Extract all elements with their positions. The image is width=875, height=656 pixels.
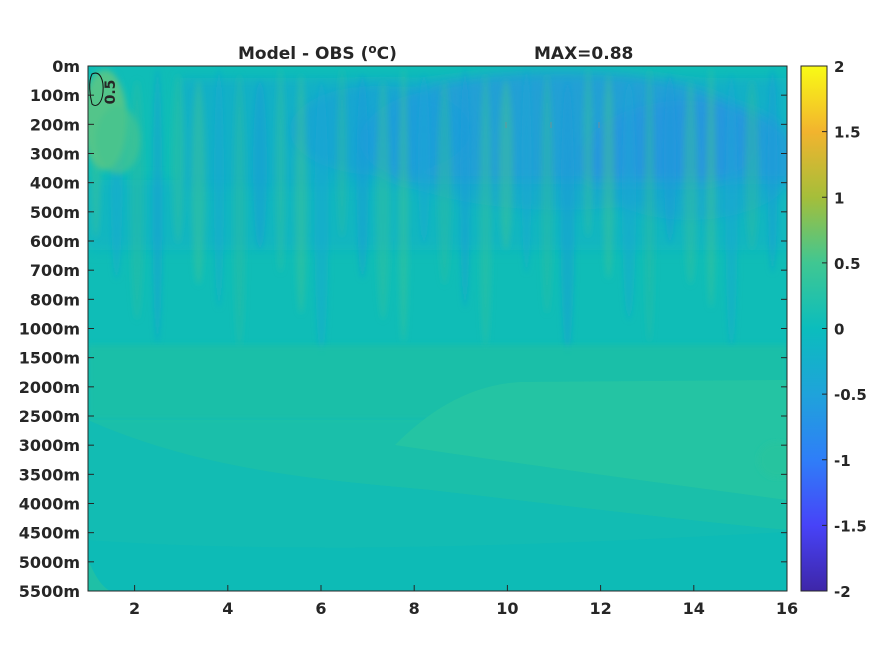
max-label: MAX=0.88: [534, 44, 633, 64]
heatmap-field: 0.5: [88, 66, 787, 591]
wave-stripe: [398, 68, 409, 343]
wave-stripe: [356, 74, 369, 279]
colorbar-tick-label: 2: [834, 58, 844, 76]
wave-stripe: [337, 68, 347, 238]
y-tick-label: 500m: [30, 203, 80, 222]
y-axis: 0m 100m 200m 300m 400m 500m 600m 700m 800m 1000m 1…: [19, 57, 787, 601]
wave-stripe: [253, 80, 267, 250]
colorbar-tick-label: 1: [834, 189, 844, 207]
y-tick-label: 3500m: [19, 465, 80, 484]
y-tick-label: 0m: [52, 57, 80, 76]
wave-stripe: [418, 74, 430, 244]
contour-label: 0.5: [103, 80, 119, 105]
wave-stripe: [706, 68, 716, 308]
wave-stripe: [521, 68, 532, 273]
colorbar: 2 1.5 1 0.5 0 -0.5 -1 -1.5 -2: [800, 58, 867, 601]
y-tick-label: 2500m: [19, 407, 80, 426]
y-tick-label: 4000m: [19, 495, 80, 514]
y-tick-label: 1000m: [19, 320, 80, 339]
colorbar-ticks: 2 1.5 1 0.5 0 -0.5 -1 -1.5 -2: [822, 58, 867, 601]
wave-stripe: [479, 74, 492, 349]
wave-stripe: [152, 68, 163, 343]
vertical-wave-stripes: [91, 68, 778, 355]
colorbar-tick-label: -1: [834, 452, 851, 470]
y-tick-label: 5500m: [19, 582, 80, 601]
wave-stripe: [233, 74, 246, 349]
abyssal-band-region: [88, 420, 787, 591]
wave-stripe: [191, 80, 206, 285]
wave-stripe: [745, 80, 759, 250]
wave-stripe: [644, 68, 655, 343]
wave-stripe: [683, 80, 698, 285]
colorbar-tick-label: 0.5: [834, 255, 861, 273]
wave-stripe: [767, 68, 778, 273]
x-tick-label: 10: [496, 599, 518, 618]
wave-stripe: [602, 74, 615, 279]
x-tick-label: 6: [315, 599, 326, 618]
y-tick-label: 400m: [30, 174, 80, 193]
contour-line-0-5: [89, 72, 104, 106]
wave-stripe: [499, 80, 513, 250]
colorbar-tick-label: 0: [834, 321, 844, 339]
upper-ocean-positive-region: [88, 70, 140, 174]
wave-stripe: [622, 80, 636, 320]
wave-stripe: [583, 68, 593, 238]
wave-stripe: [314, 80, 329, 355]
wave-stripe: [460, 68, 470, 308]
y-tick-label: 800m: [30, 290, 80, 309]
wave-stripe: [172, 74, 184, 244]
y-tick-label: 2000m: [19, 378, 80, 397]
deep-positive-region: [88, 345, 787, 530]
chart-title: Model - OBS (oC): [238, 42, 397, 64]
y-tick-label: 1500m: [19, 349, 80, 368]
wave-stripe: [214, 68, 224, 308]
colorbar-tick-label: -1.5: [834, 517, 867, 535]
colorbar-tick-label: -2: [834, 583, 851, 601]
wave-stripe: [275, 68, 286, 273]
wave-stripe: [541, 74, 553, 314]
y-tick-label: 700m: [30, 261, 80, 280]
x-tick-label: 14: [683, 599, 705, 618]
wave-stripe: [437, 80, 452, 285]
wave-stripe: [295, 74, 307, 314]
y-tick-label: 200m: [30, 115, 80, 134]
y-tick-label: 5000m: [19, 553, 80, 572]
x-axis: 2 4 6 8 10 12 14 16: [129, 585, 798, 618]
x-tick-label: 4: [222, 599, 233, 618]
wave-stripe: [725, 74, 738, 349]
wave-stripe: [376, 80, 390, 320]
colorbar-tick-label: 1.5: [834, 124, 861, 142]
x-tick-label: 16: [776, 599, 798, 618]
y-tick-label: 3000m: [19, 436, 80, 455]
colorbar-tick-label: -0.5: [834, 386, 867, 404]
x-tick-label: 8: [409, 599, 420, 618]
wave-stripe: [664, 74, 676, 244]
reference-markers: [505, 122, 600, 128]
y-tick-label: 100m: [30, 86, 80, 105]
x-tick-label: 12: [589, 599, 611, 618]
x-tick-label: 2: [129, 599, 140, 618]
y-tick-label: 600m: [30, 232, 80, 251]
wave-stripe: [560, 80, 575, 355]
y-tick-label: 4500m: [19, 524, 80, 543]
y-tick-label: 300m: [30, 145, 80, 164]
